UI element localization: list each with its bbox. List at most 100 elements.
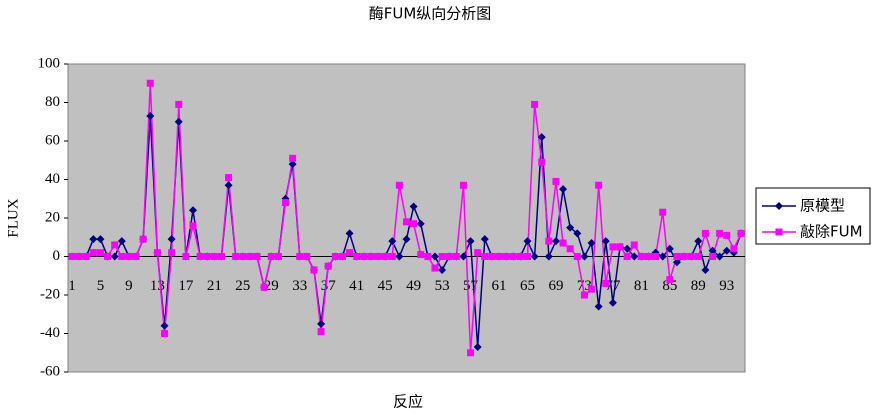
point: [438, 265, 447, 274]
x-tick-label: 65: [520, 278, 535, 294]
point: [182, 253, 190, 260]
point: [708, 246, 717, 255]
point: [481, 253, 489, 260]
point: [715, 252, 724, 261]
point: [189, 222, 197, 230]
x-tick-label: 69: [548, 278, 563, 294]
point: [282, 199, 290, 207]
x-tick-label: 33: [292, 278, 307, 294]
point: [509, 253, 517, 260]
point: [82, 253, 90, 260]
point: [174, 117, 183, 126]
point: [467, 349, 475, 357]
point: [551, 237, 560, 246]
point: [395, 181, 403, 189]
legend: [755, 187, 871, 245]
x-axis-title: 反应: [393, 393, 423, 411]
point: [566, 245, 574, 253]
point: [430, 252, 439, 261]
point: [523, 237, 532, 246]
x-tick-label: 85: [662, 278, 677, 294]
x-tick-label: 53: [435, 278, 450, 294]
y-tick-label: 100: [38, 55, 61, 71]
x-tick-label: 37: [321, 278, 337, 294]
point: [466, 237, 475, 246]
point: [146, 111, 155, 120]
point: [473, 342, 482, 351]
x-tick-label: 45: [378, 278, 393, 294]
point: [417, 251, 425, 259]
point: [665, 244, 674, 253]
point: [659, 208, 667, 216]
point: [723, 231, 731, 239]
point: [274, 253, 282, 260]
point: [260, 283, 268, 291]
x-tick-label: 21: [207, 278, 222, 294]
point: [132, 253, 140, 260]
point: [239, 253, 247, 260]
point: [167, 235, 176, 244]
point: [694, 253, 702, 260]
point: [701, 229, 709, 237]
point: [595, 181, 603, 189]
point: [673, 253, 681, 260]
point: [474, 249, 482, 257]
point: [296, 253, 304, 260]
point: [188, 206, 197, 215]
point: [374, 253, 382, 260]
point: [709, 253, 717, 260]
point: [666, 276, 674, 284]
point: [608, 298, 617, 307]
point: [601, 237, 610, 246]
x-tick-label: 25: [235, 278, 250, 294]
point: [324, 262, 332, 270]
point: [232, 253, 240, 260]
point: [388, 237, 397, 246]
x-tick-label: 9: [125, 278, 133, 294]
x-tick-label: 81: [634, 278, 649, 294]
point: [737, 229, 745, 237]
point: [488, 253, 496, 260]
point: [289, 154, 297, 162]
point: [104, 253, 112, 260]
point: [495, 253, 503, 260]
point: [537, 133, 546, 142]
point: [623, 244, 632, 253]
point: [118, 253, 126, 260]
point: [210, 253, 218, 260]
point: [96, 235, 105, 244]
x-tick-label: 17: [178, 278, 194, 294]
point: [68, 253, 76, 260]
point: [680, 253, 688, 260]
point: [438, 253, 446, 260]
point: [459, 181, 467, 189]
point: [367, 253, 375, 260]
point: [303, 253, 311, 260]
point: [573, 229, 582, 238]
point: [516, 253, 524, 260]
point: [89, 249, 97, 257]
point: [409, 202, 418, 211]
point: [652, 253, 660, 260]
point: [587, 239, 596, 248]
point: [538, 158, 546, 166]
point: [644, 253, 652, 260]
point: [416, 219, 425, 228]
point: [544, 252, 553, 261]
y-tick-label: 40: [45, 171, 60, 187]
point: [146, 79, 154, 87]
point: [96, 249, 104, 257]
point: [559, 239, 567, 247]
point: [730, 245, 738, 253]
y-tick-label: -20: [40, 286, 60, 302]
point: [317, 319, 326, 328]
point: [566, 223, 575, 232]
point: [75, 253, 83, 260]
legend-marker: [775, 228, 783, 236]
point: [89, 235, 98, 244]
point: [153, 249, 161, 257]
chart-title: 酶FUM纵向分析图: [369, 5, 492, 23]
point: [502, 253, 510, 260]
y-tick-label: -60: [40, 363, 60, 379]
